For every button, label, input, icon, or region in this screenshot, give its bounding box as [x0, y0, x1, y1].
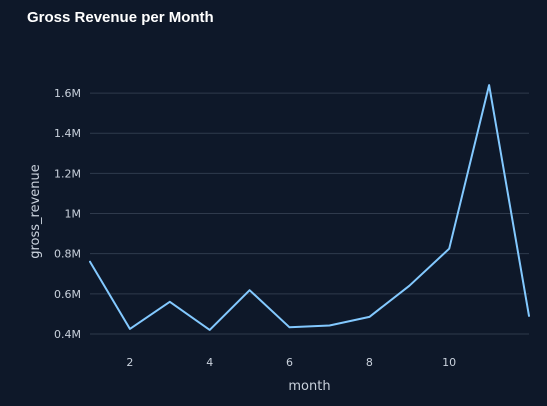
- data-point[interactable]: [326, 323, 332, 329]
- x-tick-label: 4: [206, 356, 213, 369]
- y-axis-title: gross_revenue: [28, 164, 43, 259]
- data-point[interactable]: [167, 299, 173, 305]
- data-point[interactable]: [287, 324, 293, 330]
- y-tick-label: 1.4M: [54, 127, 81, 140]
- y-axis-ticks: 0.4M 0.6M 0.8M 1M 1.2M 1.4M 1.6M: [54, 87, 81, 341]
- x-axis-title: month: [288, 379, 330, 394]
- data-point[interactable]: [247, 287, 253, 293]
- data-point[interactable]: [446, 246, 452, 252]
- data-point[interactable]: [87, 259, 93, 265]
- data-point[interactable]: [366, 314, 372, 320]
- x-tick-label: 8: [366, 356, 373, 369]
- y-tick-label: 0.4M: [54, 328, 81, 341]
- y-tick-label: 0.8M: [54, 248, 81, 261]
- data-point[interactable]: [207, 327, 213, 333]
- data-point[interactable]: [486, 82, 492, 88]
- y-tick-label: 1.6M: [54, 87, 81, 100]
- series-line[interactable]: [89, 84, 530, 331]
- data-point[interactable]: [526, 313, 532, 319]
- x-tick-label: 10: [442, 356, 456, 369]
- data-point[interactable]: [406, 283, 412, 289]
- chart-title: Gross Revenue per Month: [27, 9, 214, 26]
- y-tick-label: 0.6M: [54, 288, 81, 301]
- x-tick-label: 6: [286, 356, 293, 369]
- y-tick-label: 1M: [65, 208, 82, 221]
- series-layer: [87, 82, 532, 333]
- y-tick-label: 1.2M: [54, 167, 81, 180]
- data-point[interactable]: [127, 326, 133, 332]
- x-tick-label: 2: [126, 356, 133, 369]
- x-axis-ticks: 2 4 6 8 10: [126, 356, 456, 369]
- gridlines: [90, 92, 529, 335]
